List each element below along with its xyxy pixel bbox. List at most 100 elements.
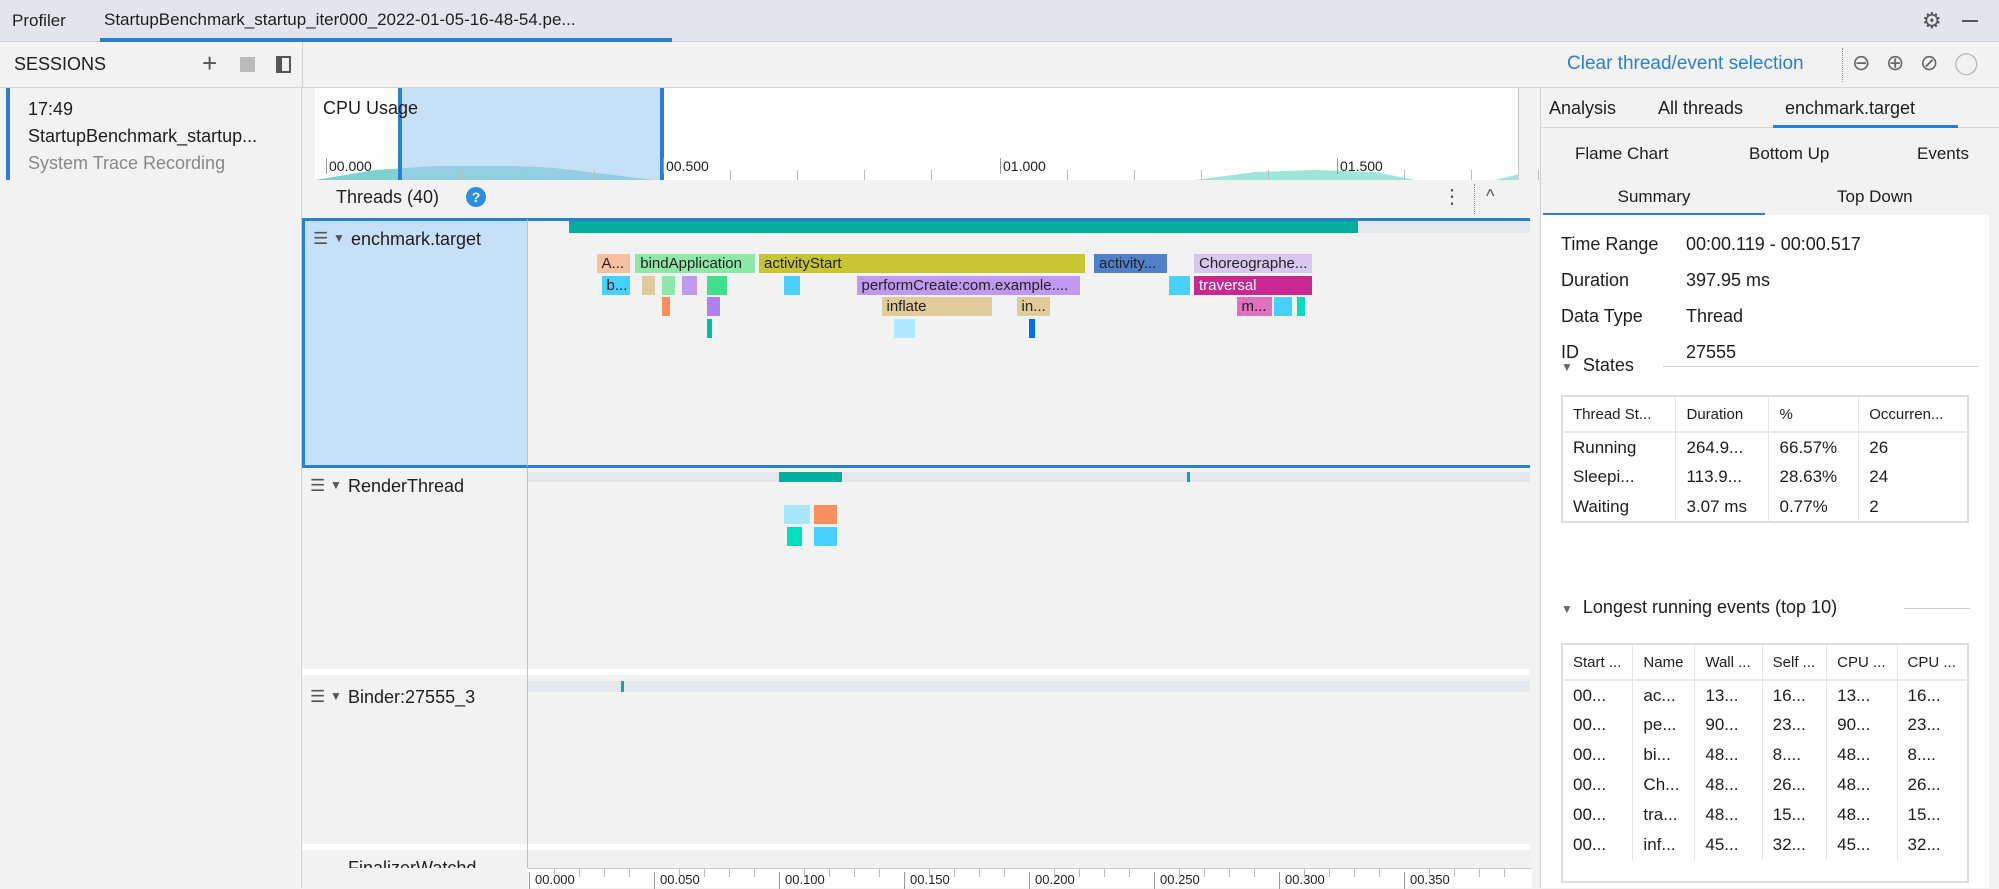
- event-row[interactable]: 00... ac... 13... 16... 13... 16...: [1562, 680, 1969, 710]
- table-cell: bi...: [1632, 740, 1696, 770]
- trace-event[interactable]: [681, 275, 697, 295]
- zoom-out-icon[interactable]: ⊖: [1852, 50, 1871, 75]
- subtab-flame-chart[interactable]: Flame Chart: [1575, 144, 1669, 163]
- trace-event[interactable]: [661, 275, 675, 295]
- collapse-panel-icon[interactable]: [276, 56, 291, 73]
- trace-event[interactable]: activityStart: [759, 254, 1085, 273]
- event-row[interactable]: 00... inf... 45... 32... 45... 32...: [1562, 830, 1969, 860]
- thread-state-bar[interactable]: [621, 681, 624, 692]
- column-header[interactable]: Occurren...: [1858, 396, 1969, 433]
- column-header[interactable]: Self ...: [1762, 644, 1828, 681]
- thread-track-finalizer[interactable]: [528, 850, 1530, 868]
- tab-thread[interactable]: enchmark.target: [1773, 88, 1958, 128]
- trace-event[interactable]: [1169, 275, 1190, 295]
- trace-event[interactable]: A...: [596, 254, 630, 273]
- subtab-bottom-up[interactable]: Bottom Up: [1749, 144, 1830, 163]
- trace-event[interactable]: activity...: [1094, 254, 1167, 273]
- column-header[interactable]: Start ...: [1562, 644, 1634, 681]
- thread-state-bar[interactable]: [569, 221, 1358, 233]
- column-header[interactable]: %: [1768, 396, 1860, 433]
- zoom-in-icon[interactable]: ⊕: [1886, 50, 1905, 75]
- expand-triangle-icon[interactable]: ▼: [330, 478, 342, 492]
- trace-event[interactable]: [661, 297, 670, 316]
- subtab-events[interactable]: Events: [1917, 144, 1969, 163]
- zoom-to-selection-icon[interactable]: ◯: [1954, 50, 1979, 75]
- thread-state-bar[interactable]: [1187, 472, 1190, 482]
- thread-label-row[interactable]: ☰ ▼ enchmark.target: [302, 218, 528, 468]
- clear-selection-link[interactable]: Clear thread/event selection: [1567, 53, 1804, 74]
- trace-event[interactable]: [641, 275, 655, 295]
- trace-event[interactable]: m...: [1236, 297, 1272, 316]
- expand-triangle-icon[interactable]: ▼: [330, 689, 342, 703]
- table-cell: tra...: [1632, 800, 1696, 830]
- thread-state-bar[interactable]: [779, 472, 842, 482]
- table-cell: 16...: [1762, 680, 1828, 710]
- more-options-icon[interactable]: ⋮: [1442, 186, 1462, 208]
- event-row[interactable]: 00... bi... 48... 8.... 48... 8....: [1562, 740, 1969, 770]
- longest-section-header[interactable]: ▼ Longest running events (top 10): [1561, 597, 1838, 617]
- trace-event[interactable]: [894, 318, 915, 338]
- tab-profiler[interactable]: Profiler: [12, 11, 66, 30]
- subtab-top-down[interactable]: Top Down: [1837, 187, 1913, 206]
- event-row[interactable]: 00... tra... 48... 15... 48... 15...: [1562, 800, 1969, 830]
- column-header[interactable]: Duration: [1675, 396, 1770, 433]
- trace-event[interactable]: [786, 526, 802, 546]
- add-session-icon[interactable]: +: [202, 48, 218, 78]
- event-row[interactable]: 00... Ch... 48... 26... 48... 26...: [1562, 770, 1969, 800]
- collapse-icon[interactable]: ^: [1486, 186, 1495, 206]
- trace-event[interactable]: [814, 505, 837, 524]
- drag-handle-icon[interactable]: ☰: [310, 687, 326, 706]
- event-row[interactable]: 00... pe... 90... 23... 90... 23...: [1562, 710, 1969, 740]
- help-icon[interactable]: ?: [466, 187, 486, 207]
- state-row[interactable]: Sleepi... 113.9... 28.63% 24: [1562, 462, 1969, 492]
- thread-label-row[interactable]: ☰ ▼ Binder:27555_3: [302, 675, 528, 850]
- table-cell: 32...: [1897, 830, 1969, 860]
- trace-event[interactable]: in...: [1016, 297, 1050, 316]
- gear-icon[interactable]: ⚙: [1922, 8, 1942, 33]
- drag-handle-icon[interactable]: ☰: [310, 476, 326, 495]
- tab-analysis[interactable]: Analysis: [1549, 98, 1617, 118]
- thread-track-renderthread[interactable]: [302, 468, 1530, 675]
- tab-all-threads[interactable]: All threads: [1658, 98, 1744, 118]
- trace-event[interactable]: [814, 526, 837, 546]
- trace-event[interactable]: traversal: [1194, 275, 1312, 295]
- column-header[interactable]: Name: [1632, 644, 1696, 681]
- range-selection[interactable]: [398, 88, 664, 180]
- trace-event[interactable]: Choreographe...: [1194, 254, 1312, 273]
- drag-handle-icon[interactable]: ☰: [313, 229, 329, 248]
- trace-event[interactable]: [784, 275, 800, 295]
- axis-minor-tick: [1004, 869, 1005, 877]
- trace-event[interactable]: [706, 275, 727, 295]
- column-header[interactable]: Thread St...: [1562, 396, 1677, 433]
- state-row[interactable]: Waiting 3.07 ms 0.77% 2: [1562, 492, 1969, 522]
- scrollbar[interactable]: [1518, 88, 1530, 180]
- reset-zoom-icon[interactable]: ⊘: [1920, 50, 1939, 75]
- trace-event[interactable]: bindApplication: [635, 254, 755, 273]
- thread-label-row[interactable]: ☰ ▼ RenderThread: [302, 468, 528, 675]
- subtab-summary[interactable]: Summary: [1543, 184, 1765, 216]
- column-header[interactable]: CPU ...: [1826, 644, 1898, 681]
- trace-event[interactable]: [1029, 318, 1035, 338]
- trace-event[interactable]: [1296, 297, 1305, 316]
- cpu-usage-chart[interactable]: CPU Usage 00.000 00.500 01.000 01.500: [315, 88, 1606, 180]
- trace-event[interactable]: performCreate:com.example....: [856, 275, 1080, 295]
- states-section-header[interactable]: ▼ States: [1561, 355, 1634, 375]
- state-row[interactable]: Running 264.9... 66.57% 26: [1562, 432, 1969, 462]
- trace-event[interactable]: inflate: [881, 297, 992, 316]
- stop-icon[interactable]: [240, 57, 255, 72]
- cpu-minor-tick: [730, 170, 731, 180]
- trace-event[interactable]: [784, 505, 810, 524]
- trace-event[interactable]: [706, 297, 720, 316]
- trace-event[interactable]: [1274, 297, 1292, 316]
- thread-label-row[interactable]: FinalizerWatchd...: [302, 850, 528, 868]
- minimize-icon[interactable]: [1962, 20, 1978, 22]
- thread-track-binder[interactable]: [302, 675, 1530, 850]
- thread-name: Binder:27555_3: [348, 687, 476, 707]
- column-header[interactable]: CPU ...: [1897, 644, 1969, 681]
- expand-triangle-icon[interactable]: ▼: [333, 231, 345, 245]
- session-item[interactable]: 17:49 StartupBenchmark_startup... System…: [6, 88, 302, 180]
- tab-session[interactable]: StartupBenchmark_startup_iter000_2022-01…: [100, 0, 672, 42]
- column-header[interactable]: Wall ...: [1694, 644, 1763, 681]
- trace-event[interactable]: b...: [601, 275, 630, 295]
- trace-event[interactable]: [706, 318, 712, 338]
